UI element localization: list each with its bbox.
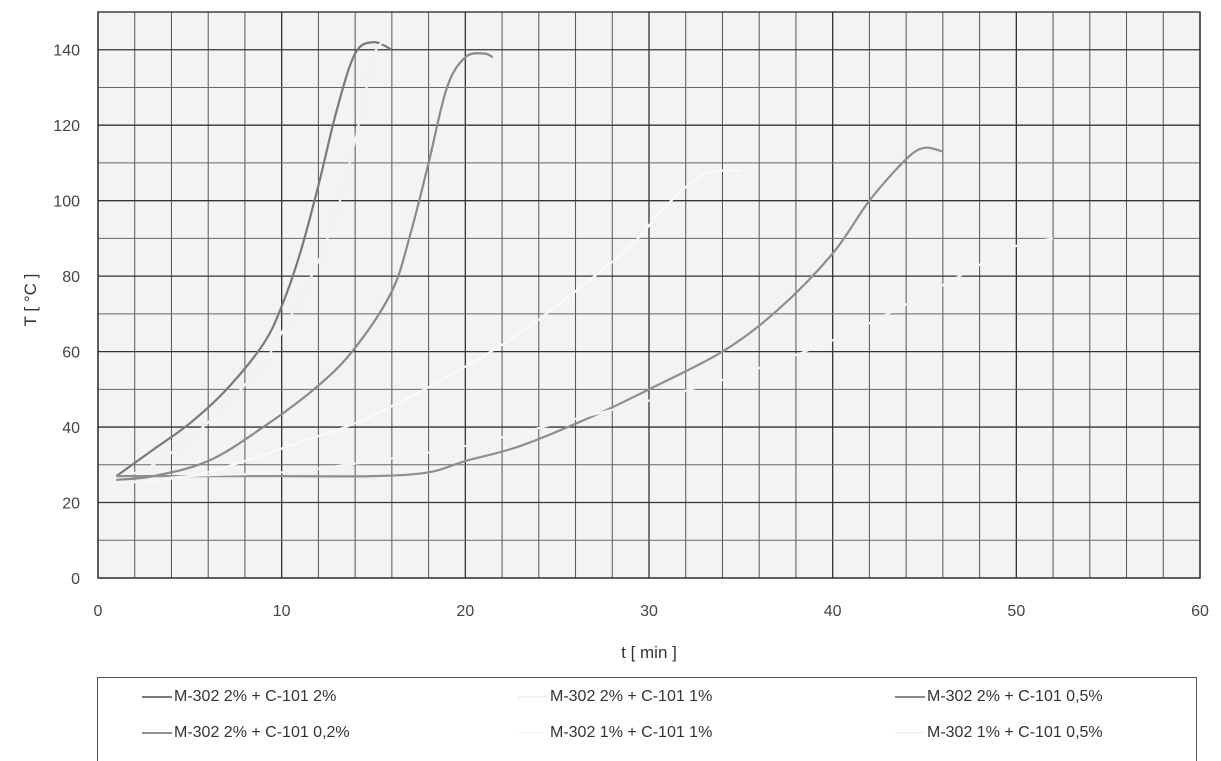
legend-swatch: [142, 696, 172, 698]
series-lines: [115, 41, 1054, 485]
series-line-4: [116, 146, 944, 478]
x-axis-label: t [ min ]: [621, 643, 677, 662]
legend-swatch: [518, 732, 548, 734]
legend-swatch: [895, 732, 925, 734]
legend-item: M-302 2% + C-101 2%: [142, 686, 336, 708]
legend-item: M-302 1% + C-101 1%: [518, 722, 712, 744]
y-axis-label: T [ °C ]: [21, 274, 40, 327]
tick-labels: 0 10 20 30 40 50 60 0 20 40 60 80 100 120 140: [53, 43, 1209, 620]
series-line-6: [116, 237, 1054, 485]
series-line-2: [115, 41, 384, 481]
plot-border: [97, 11, 1201, 579]
legend-label: M-302 2% + C-101 0,2%: [174, 724, 350, 741]
grid: [97, 11, 1201, 579]
y-tick-label: 80: [62, 269, 80, 286]
legend-label: M-302 1% + C-101 1%: [550, 724, 713, 741]
legend-item: M-302 2% + C-101 0,2%: [142, 722, 350, 744]
chart: 0 10 20 30 40 50 60 0 20 40 60 80 100 120 140 t [ min …: [21, 11, 1209, 662]
y-tick-label: 0: [71, 571, 80, 588]
legend: M-302 2% + C-101 2% M-302 2% + C-101 1% M-…: [97, 677, 1197, 761]
y-tick-label: 140: [53, 43, 80, 60]
x-tick-label: 50: [1007, 603, 1025, 620]
legend-label: M-302 2% + C-101 1%: [550, 688, 713, 705]
y-tick-label: 40: [62, 420, 80, 437]
series-line-5: [116, 169, 741, 485]
y-tick-label: 120: [53, 118, 80, 135]
legend-swatch: [518, 696, 548, 698]
x-tick-label: 0: [94, 603, 103, 620]
y-tick-label: 60: [62, 345, 80, 362]
series-line-1: [115, 41, 393, 478]
y-tick-label: 20: [62, 496, 80, 513]
x-tick-label: 40: [824, 603, 842, 620]
legend-swatch: [142, 732, 172, 734]
legend-swatch: [895, 696, 925, 698]
x-tick-label: 10: [273, 603, 291, 620]
series-line-3: [116, 52, 494, 481]
y-tick-label: 100: [53, 194, 80, 211]
x-tick-label: 60: [1191, 603, 1209, 620]
legend-item: M-302 2% + C-101 1%: [518, 686, 712, 708]
legend-item: M-302 2% + C-101 0,5%: [895, 686, 1103, 708]
legend-label: M-302 2% + C-101 2%: [174, 688, 337, 705]
x-tick-label: 20: [456, 603, 474, 620]
legend-label: M-302 2% + C-101 0,5%: [927, 688, 1103, 705]
legend-item: M-302 1% + C-101 0,5%: [895, 722, 1103, 744]
x-tick-label: 30: [640, 603, 658, 620]
legend-label: M-302 1% + C-101 0,5%: [927, 724, 1103, 741]
